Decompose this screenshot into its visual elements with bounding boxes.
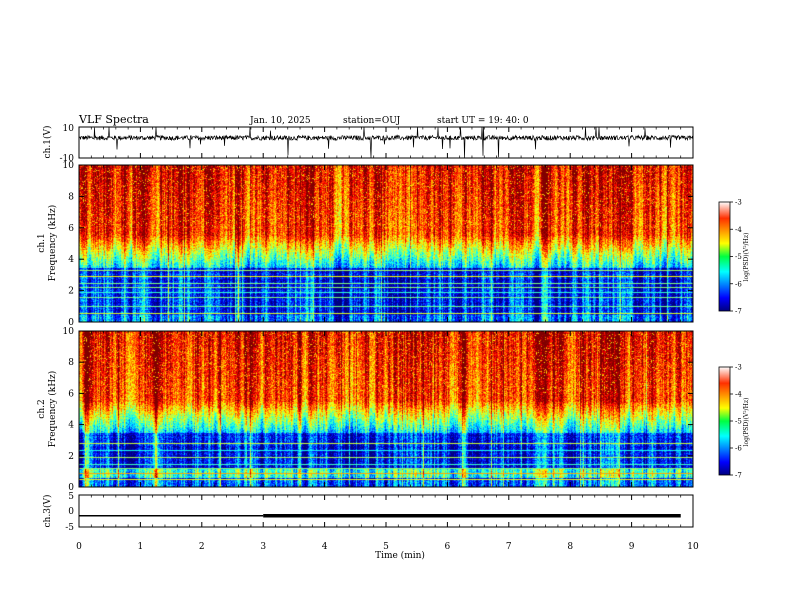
ch1-colorbar-tick-label: -7 [735,308,742,316]
ch2-spectrogram-ytick-label: 8 [68,358,74,368]
ch3-waveform-panel: 5 0 -5 ch.3(V) [42,492,694,533]
ch1-colorbar [718,201,731,312]
x-tick-label: 3 [260,542,266,552]
ch1-spectrogram-ytick-label: 4 [68,255,74,265]
date-label: Jan. 10, 2025 [249,116,311,126]
ch3-ytick-middle: 0 [68,507,74,517]
ch2-colorbar-ticks: -3 -4 -5 -6 -7 [730,364,742,480]
ch3-waveform-ylabel: ch.3(V) [42,495,53,528]
ch1-waveform-line [78,126,694,158]
start-time-label: start UT = 19: 40: 0 [437,116,529,126]
ch2-colorbar-tick-label: -3 [735,364,742,372]
ch1-colorbar-ticks: -3 -4 -5 -6 -7 [730,199,742,316]
ch2-spectrogram-ytick-label: 2 [68,452,74,462]
ch2-colorbar-tick-label: -7 [735,472,742,480]
ch1-spectrogram-ytick-label: 8 [68,192,74,202]
ch1-spectrogram-ylabel-freq: Frequency (kHz) [47,205,58,282]
ch1-colorbar-tick-label: -5 [735,253,742,261]
ch1-colorbar-tick-label: -6 [735,280,742,288]
ch2-spectrogram-ytick-label: 4 [68,421,74,431]
ch2-spectrogram-ylabel-freq: Frequency (kHz) [47,371,58,448]
ch1-waveform-frame [78,126,694,159]
ch1-waveform-trace [78,126,694,158]
x-axis-label: Time (min) [375,550,425,561]
ch3-ytick-top: 5 [68,492,74,502]
x-tick-label: 10 [687,542,699,552]
ch1-waveform-panel: 10 -10 ch.1(V) [42,124,694,164]
x-tick-label: 1 [138,542,144,552]
ch1-colorbar-label: log(PSD)(V²/Hz) [743,233,750,282]
x-tick-label: 9 [629,542,635,552]
ch1-colorbar-tick-label: -3 [735,199,742,207]
x-tick-label: 6 [445,542,451,552]
ch2-spectrogram-image [79,331,693,487]
figure-title: VLF Spectra [78,113,149,126]
ch2-spectrogram-ytick-label: 0 [68,483,74,493]
ch3-ytick-bottom: -5 [65,523,74,533]
x-tick-label: 2 [199,542,205,552]
ch1-spectrogram-yticks: 0 2 4 6 8 10 [63,161,693,328]
ch2-spectrogram-ytick-label: 6 [68,389,74,399]
ch1-spectrogram-ytick-label: 10 [63,161,75,171]
x-tick-label: 0 [76,542,82,552]
ch2-colorbar [718,366,731,476]
ch2-colorbar-tick-label: -4 [735,391,742,399]
ch2-colorbar-tick-label: -6 [735,445,742,453]
ch1-spectrogram-image [79,165,693,322]
ch1-spectrogram-ytick-label: 2 [68,287,74,297]
ch2-colorbar-label: log(PSD)(V²/Hz) [743,398,750,447]
ch1-waveform-ylabel: ch.1(V) [42,126,53,159]
ch1-spectrogram-ytick-label: 6 [68,224,74,234]
x-tick-label: 7 [506,542,512,552]
x-axis-tick-labels: 0 1 2 3 4 5 6 7 8 9 10 [76,542,699,552]
ch1-ytick-top: 10 [63,124,75,134]
ch1-spectrogram-ylabel-channel: ch.1 [37,233,47,252]
x-tick-label: 8 [567,542,573,552]
x-tick-label: 5 [383,542,389,552]
ch1-spectrogram-ytick-label: 0 [68,318,74,328]
ch2-colorbar-tick-label: -5 [735,418,742,426]
x-axis-ticks [78,127,694,527]
station-label: station=OUJ [343,116,401,126]
ch1-colorbar-tick-label: -4 [735,226,742,234]
ch2-spectrogram-ytick-label: 10 [63,327,75,337]
x-tick-label: 4 [322,542,328,552]
ch1-ytick-bottom: -10 [60,154,75,164]
ch2-spectrogram-yticks: 0 2 4 6 8 10 [63,327,693,493]
ch2-spectrogram-ylabel-channel: ch.2 [37,399,47,418]
